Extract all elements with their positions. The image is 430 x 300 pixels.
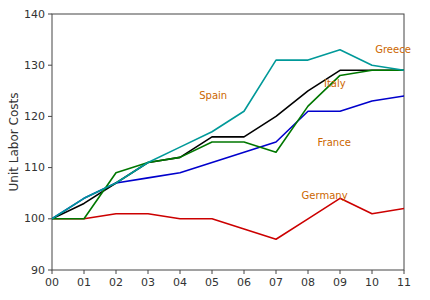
- y-tick-label: 90: [31, 264, 45, 277]
- x-tick-label: 10: [365, 276, 379, 289]
- x-tick: [308, 270, 309, 274]
- series-line: [52, 198, 404, 239]
- x-tick: [340, 270, 341, 274]
- series-line: [52, 70, 404, 218]
- y-tick-label: 100: [24, 212, 45, 225]
- y-tick-label: 140: [24, 8, 45, 21]
- x-tick-label: 08: [301, 276, 315, 289]
- x-tick-label: 04: [173, 276, 187, 289]
- x-tick-label: 01: [77, 276, 91, 289]
- y-tick: [48, 218, 52, 219]
- annotations: Greece Spain Italy France Germany: [199, 44, 411, 201]
- series-line: [52, 96, 404, 219]
- y-tick-label: 110: [24, 161, 45, 174]
- plot-frame: [52, 14, 404, 270]
- x-tick: [372, 270, 373, 274]
- x-tick-label: 03: [141, 276, 155, 289]
- x-tick: [404, 270, 405, 274]
- x-axis: 00 01 02 03 04 05 06 07 08 09 10 11: [45, 270, 411, 289]
- x-tick-label: 09: [333, 276, 347, 289]
- x-tick-label: 02: [109, 276, 123, 289]
- y-tick: [48, 65, 52, 66]
- y-tick: [48, 167, 52, 168]
- series-line: [52, 70, 404, 218]
- y-axis-label: Unit Labor Costs: [7, 93, 21, 192]
- series-lines: [52, 50, 404, 239]
- country-label: Greece: [375, 44, 411, 55]
- y-axis: 90 100 110 120 130 140: [24, 8, 52, 277]
- x-tick: [52, 270, 53, 274]
- y-tick-label: 130: [24, 59, 45, 72]
- x-tick-label: 00: [45, 276, 59, 289]
- y-tick: [48, 270, 52, 271]
- country-label: Spain: [199, 90, 227, 101]
- country-label: France: [318, 137, 351, 148]
- x-tick-label: 06: [237, 276, 251, 289]
- x-tick-label: 07: [269, 276, 283, 289]
- y-tick-label: 120: [24, 110, 45, 123]
- series-line: [52, 50, 404, 219]
- y-tick: [48, 14, 52, 15]
- x-tick-label: 11: [397, 276, 411, 289]
- x-tick-label: 05: [205, 276, 219, 289]
- x-tick: [148, 270, 149, 274]
- y-tick: [48, 116, 52, 117]
- x-tick: [116, 270, 117, 274]
- x-tick: [244, 270, 245, 274]
- x-tick: [180, 270, 181, 274]
- x-tick: [212, 270, 213, 274]
- country-label: Germany: [302, 190, 348, 201]
- country-label: Italy: [324, 78, 346, 89]
- chart: 90 100 110 120 130 140 00 01 02 03 04 05 06 07 08 09 10 1…: [0, 0, 430, 300]
- x-tick: [84, 270, 85, 274]
- x-tick: [276, 270, 277, 274]
